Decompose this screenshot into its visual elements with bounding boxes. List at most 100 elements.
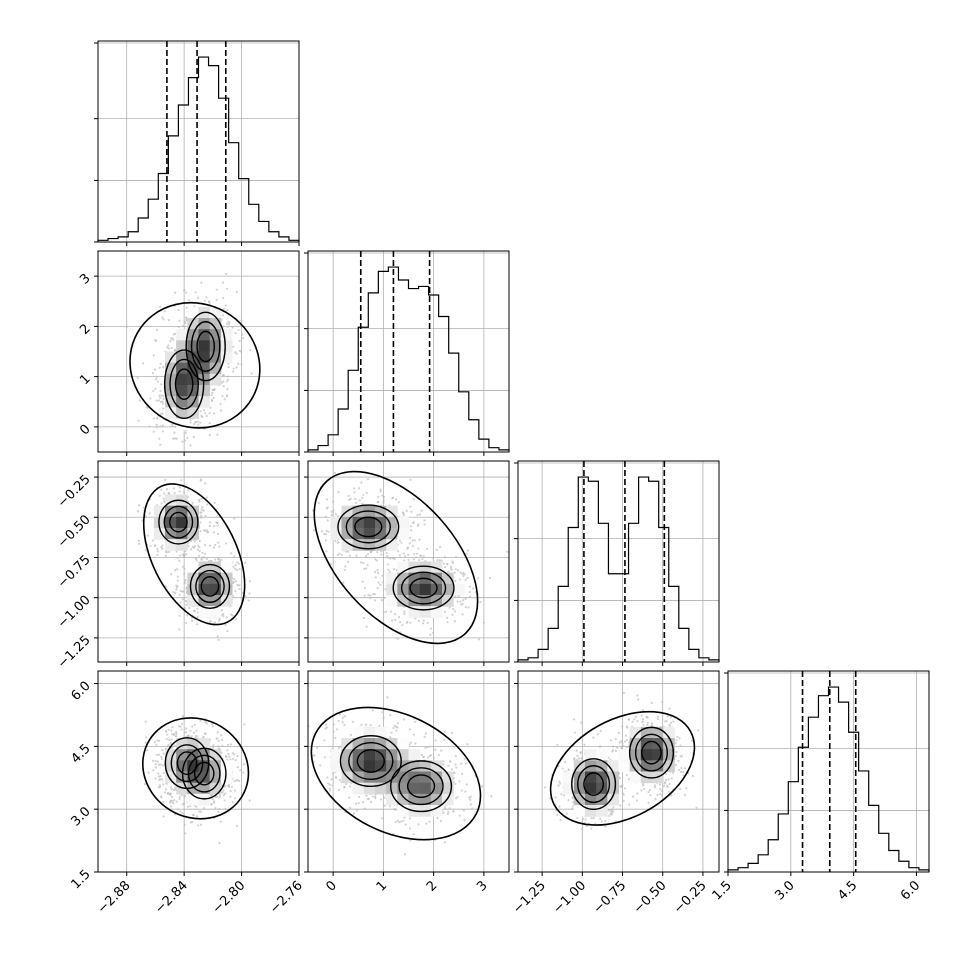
scatter-point xyxy=(184,581,187,584)
scatter-point xyxy=(197,824,200,827)
scatter-point xyxy=(326,726,329,729)
scatter-point xyxy=(397,501,400,504)
scatter-point xyxy=(208,412,211,415)
contour-outer xyxy=(141,717,250,820)
scatter-point xyxy=(161,400,164,403)
scatter-point xyxy=(159,778,162,781)
scatter-point xyxy=(448,606,451,609)
density-cell xyxy=(352,782,365,795)
scatter-point xyxy=(348,554,352,557)
scatter-point xyxy=(488,576,491,579)
scatter-point xyxy=(409,741,412,744)
scatter-point xyxy=(454,579,457,583)
axes-frame xyxy=(307,460,510,663)
density-cell xyxy=(363,516,376,529)
scatter-point xyxy=(431,631,435,634)
scatter-point xyxy=(203,543,207,547)
scatter-point xyxy=(407,553,410,556)
scatter-point xyxy=(192,731,196,734)
scatter-point xyxy=(178,628,181,631)
scatter-point xyxy=(157,786,161,789)
scatter-point xyxy=(232,370,235,373)
scatter-point xyxy=(149,544,152,548)
scatter-point xyxy=(217,739,220,743)
contour-level-2 xyxy=(348,742,394,781)
scatter-point xyxy=(571,807,574,810)
scatter-point xyxy=(244,594,247,598)
scatter-point xyxy=(454,797,457,800)
scatter-point xyxy=(176,575,179,578)
scatter-point xyxy=(331,772,335,775)
scatter-point xyxy=(183,832,187,835)
scatter-point xyxy=(389,735,392,739)
density-cell xyxy=(176,340,188,352)
scatter-point xyxy=(361,580,364,583)
scatter-point xyxy=(462,574,465,578)
scatter-point xyxy=(405,509,408,512)
scatter-point xyxy=(461,613,464,616)
scatter-point xyxy=(382,716,385,720)
density-cell xyxy=(209,749,222,761)
scatter-point xyxy=(214,543,217,546)
scatter-point xyxy=(446,562,449,566)
scatter-point xyxy=(400,541,403,544)
scatter-point xyxy=(463,818,466,822)
scatter-point xyxy=(443,610,446,613)
scatter-point xyxy=(185,291,188,294)
density-cell xyxy=(187,407,199,419)
scatter-point xyxy=(385,551,388,555)
scatter-point xyxy=(151,371,155,375)
scatter-point xyxy=(218,807,221,811)
scatter-point xyxy=(193,540,196,543)
scatter-point xyxy=(208,300,211,303)
scatter-point xyxy=(216,521,219,525)
scatter-point xyxy=(325,498,328,501)
scatter-point xyxy=(205,296,208,299)
scatter-point xyxy=(173,491,176,495)
scatter-point xyxy=(454,555,458,559)
scatter-point xyxy=(409,621,412,624)
scatter-point xyxy=(183,567,186,570)
density-cell xyxy=(397,793,409,806)
scatter-point xyxy=(236,766,240,769)
scatter-point xyxy=(376,569,379,572)
scatter-point xyxy=(233,577,236,580)
scatter-point xyxy=(468,595,472,598)
scatter-point xyxy=(347,494,350,497)
scatter-point xyxy=(341,716,344,719)
scatter-point xyxy=(338,713,342,716)
scatter-point xyxy=(235,580,238,583)
density-cell xyxy=(397,516,409,529)
density-cell xyxy=(187,318,199,330)
scatter-point xyxy=(224,792,227,795)
scatter-point xyxy=(382,499,385,502)
scatter-point xyxy=(178,490,181,493)
scatter-point xyxy=(231,614,234,617)
scatter-point xyxy=(189,729,192,732)
density-cell xyxy=(419,561,432,574)
scatter-point xyxy=(200,514,203,517)
scatter-point xyxy=(451,561,455,565)
scatter-point xyxy=(158,305,162,308)
scatter-point xyxy=(208,544,211,547)
scatter-point xyxy=(225,272,228,275)
scatter-point xyxy=(161,778,164,781)
scatter-point xyxy=(369,724,372,727)
density-cell xyxy=(363,726,376,739)
scatter-point xyxy=(195,735,198,738)
scatter-point xyxy=(412,521,416,524)
scatter-point xyxy=(211,388,214,391)
scatter-point xyxy=(226,758,229,761)
scatter-point xyxy=(362,616,365,620)
scatter-point xyxy=(162,771,165,775)
scatter-point xyxy=(334,513,338,516)
scatter-point xyxy=(204,721,207,724)
scatter-point xyxy=(403,555,407,558)
scatter-point xyxy=(340,553,343,557)
scatter-point xyxy=(161,544,164,547)
scatter-point xyxy=(159,763,162,766)
scatter-point xyxy=(205,496,208,499)
density-cell xyxy=(187,362,199,375)
density-cell xyxy=(176,362,188,375)
scatter-point xyxy=(200,281,203,284)
